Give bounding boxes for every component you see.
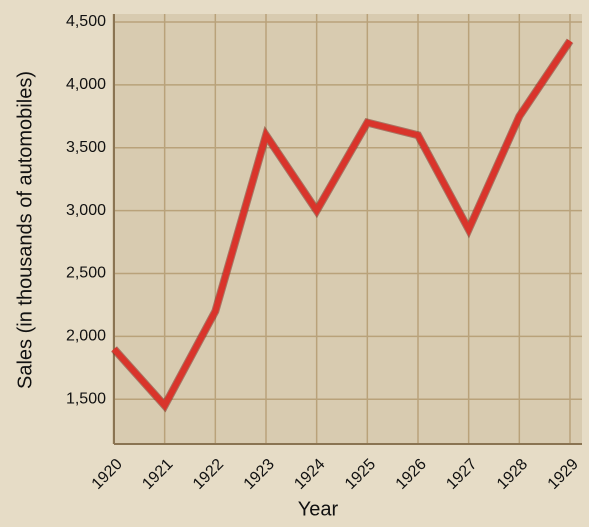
chart: Year Sales (in thousands of automobiles)… xyxy=(0,0,589,527)
y-tick-label: 1,500 xyxy=(66,390,106,407)
y-axis-title: Sales (in thousands of automobiles) xyxy=(14,71,36,389)
y-tick-label: 3,000 xyxy=(66,202,106,219)
page: Year Sales (in thousands of automobiles)… xyxy=(0,0,589,527)
y-tick-label: 2,500 xyxy=(66,265,106,282)
x-axis-title: Year xyxy=(298,498,339,520)
y-tick-label: 4,500 xyxy=(66,13,106,30)
y-tick-label: 4,000 xyxy=(66,76,106,93)
y-tick-label: 3,500 xyxy=(66,139,106,156)
y-tick-label: 2,000 xyxy=(66,328,106,345)
